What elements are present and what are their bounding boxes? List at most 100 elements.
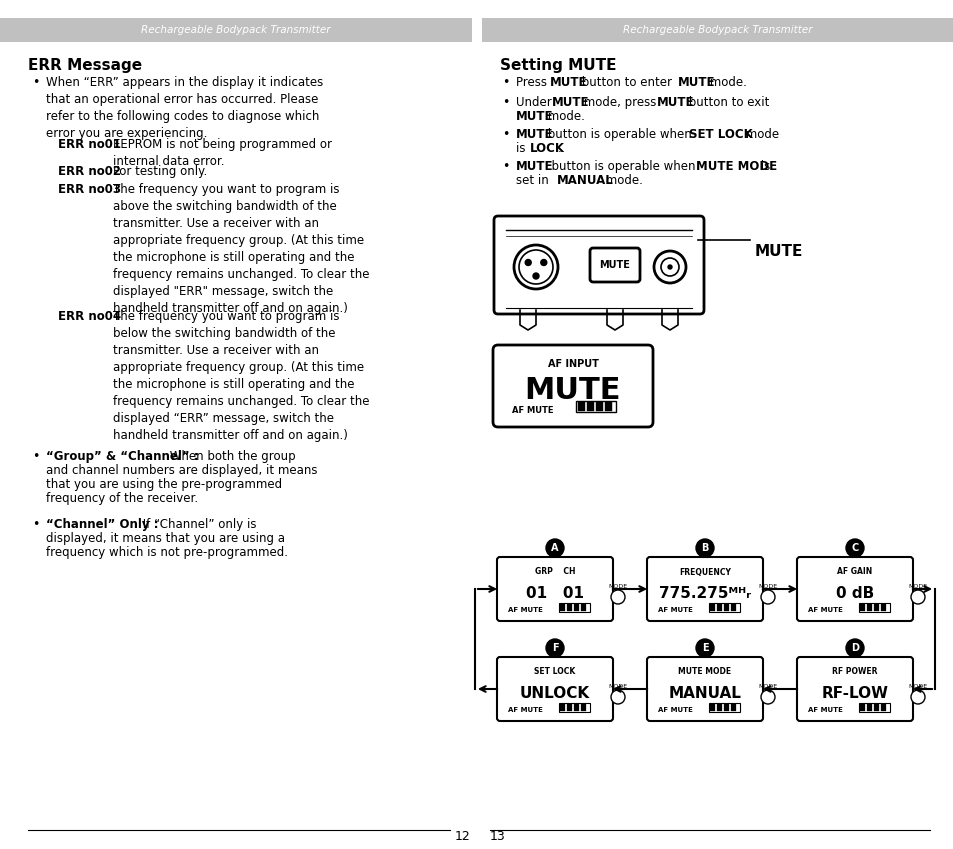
Bar bbox=[866, 604, 871, 611]
Text: MUTE: MUTE bbox=[516, 128, 553, 141]
Circle shape bbox=[654, 251, 685, 283]
Text: C: C bbox=[850, 543, 858, 553]
Bar bbox=[604, 402, 612, 411]
Text: is: is bbox=[516, 142, 529, 155]
Bar bbox=[580, 704, 585, 711]
Text: button to enter: button to enter bbox=[578, 76, 675, 89]
Text: SET LOCK: SET LOCK bbox=[688, 128, 752, 141]
Text: mode, press: mode, press bbox=[579, 96, 659, 109]
Bar bbox=[558, 603, 589, 612]
Text: MUTE: MUTE bbox=[678, 76, 715, 89]
Bar bbox=[866, 704, 871, 711]
Bar bbox=[566, 604, 572, 611]
Bar bbox=[574, 604, 578, 611]
Text: AF MUTE: AF MUTE bbox=[512, 406, 553, 414]
Text: ERR no02: ERR no02 bbox=[58, 165, 121, 178]
Text: RF-LOW: RF-LOW bbox=[821, 685, 887, 700]
Text: ERR Message: ERR Message bbox=[28, 58, 142, 73]
Bar bbox=[858, 603, 889, 612]
Text: displayed, it means that you are using a: displayed, it means that you are using a bbox=[46, 532, 285, 545]
Text: is: is bbox=[757, 160, 769, 173]
Text: •: • bbox=[32, 450, 39, 463]
Text: MUTE: MUTE bbox=[516, 110, 553, 123]
Text: AF INPUT: AF INPUT bbox=[547, 359, 598, 369]
Bar bbox=[574, 704, 578, 711]
Circle shape bbox=[760, 690, 774, 704]
Bar bbox=[730, 704, 735, 711]
Text: MUTE: MUTE bbox=[550, 76, 587, 89]
Text: mode.: mode. bbox=[601, 174, 642, 187]
Text: 01   01: 01 01 bbox=[525, 586, 583, 600]
Bar bbox=[859, 704, 864, 711]
Bar bbox=[709, 704, 714, 711]
Circle shape bbox=[518, 250, 553, 284]
Text: ERR no04: ERR no04 bbox=[58, 310, 121, 323]
Text: 12: 12 bbox=[455, 829, 470, 842]
FancyBboxPatch shape bbox=[497, 657, 613, 721]
Text: MUTE MODE: MUTE MODE bbox=[696, 160, 777, 173]
Text: AF MUTE: AF MUTE bbox=[507, 607, 542, 613]
Text: MANUAL: MANUAL bbox=[557, 174, 613, 187]
Text: AF MUTE: AF MUTE bbox=[807, 607, 842, 613]
Bar bbox=[708, 603, 740, 612]
Text: Press: Press bbox=[516, 76, 550, 89]
Text: MUTE: MUTE bbox=[516, 160, 553, 173]
Bar bbox=[559, 704, 564, 711]
Text: E: E bbox=[701, 643, 707, 653]
FancyBboxPatch shape bbox=[646, 557, 762, 621]
Circle shape bbox=[696, 639, 713, 657]
Text: “Channel” Only :: “Channel” Only : bbox=[46, 518, 158, 531]
Text: MODE: MODE bbox=[608, 684, 627, 689]
Text: For testing only.: For testing only. bbox=[112, 165, 207, 178]
Bar bbox=[558, 703, 589, 712]
Text: RF POWER: RF POWER bbox=[831, 667, 877, 677]
Text: If “Channel” only is: If “Channel” only is bbox=[139, 518, 256, 531]
Text: Under: Under bbox=[516, 96, 555, 109]
Circle shape bbox=[667, 265, 671, 269]
Text: The frequency you want to program is
below the switching bandwidth of the
transm: The frequency you want to program is bel… bbox=[112, 310, 369, 442]
Text: •: • bbox=[32, 76, 39, 89]
Text: Setting MUTE: Setting MUTE bbox=[499, 58, 616, 73]
Text: A: A bbox=[551, 543, 558, 553]
Bar bbox=[717, 604, 721, 611]
Bar bbox=[730, 604, 735, 611]
Text: FREQUENCY: FREQUENCY bbox=[679, 567, 730, 576]
Circle shape bbox=[533, 273, 538, 279]
Bar bbox=[723, 604, 728, 611]
Bar bbox=[880, 704, 885, 711]
Text: MODE: MODE bbox=[608, 584, 627, 589]
Text: B: B bbox=[700, 543, 708, 553]
Circle shape bbox=[545, 639, 563, 657]
Bar bbox=[708, 703, 740, 712]
Text: MUTE MODE: MUTE MODE bbox=[678, 667, 731, 677]
FancyBboxPatch shape bbox=[646, 657, 762, 721]
Text: GRP    CH: GRP CH bbox=[535, 567, 575, 576]
Text: •: • bbox=[501, 96, 509, 109]
Text: Rechargeable Bodypack Transmitter: Rechargeable Bodypack Transmitter bbox=[141, 25, 331, 35]
Circle shape bbox=[610, 690, 624, 704]
Text: AF MUTE: AF MUTE bbox=[658, 607, 692, 613]
Bar bbox=[596, 402, 602, 411]
Text: •: • bbox=[501, 76, 509, 89]
Bar bbox=[576, 401, 616, 412]
Circle shape bbox=[545, 539, 563, 557]
Circle shape bbox=[910, 590, 924, 604]
Text: 0 dB: 0 dB bbox=[835, 586, 873, 600]
Bar bbox=[578, 402, 584, 411]
Text: MODE: MODE bbox=[907, 684, 926, 689]
Text: AF GAIN: AF GAIN bbox=[837, 567, 872, 576]
Text: SET LOCK: SET LOCK bbox=[534, 667, 575, 677]
Text: set in: set in bbox=[516, 174, 552, 187]
Text: MANUAL: MANUAL bbox=[668, 685, 740, 700]
Text: MUTE: MUTE bbox=[552, 96, 589, 109]
Text: MUTE: MUTE bbox=[657, 96, 694, 109]
Text: mode: mode bbox=[741, 128, 779, 141]
Text: MODE: MODE bbox=[758, 684, 777, 689]
Text: MUTE: MUTE bbox=[524, 375, 620, 404]
FancyBboxPatch shape bbox=[796, 557, 912, 621]
Bar bbox=[559, 604, 564, 611]
Text: MUTE: MUTE bbox=[598, 260, 630, 270]
Text: When both the group: When both the group bbox=[166, 450, 295, 463]
Bar bbox=[858, 703, 889, 712]
Bar bbox=[873, 704, 878, 711]
